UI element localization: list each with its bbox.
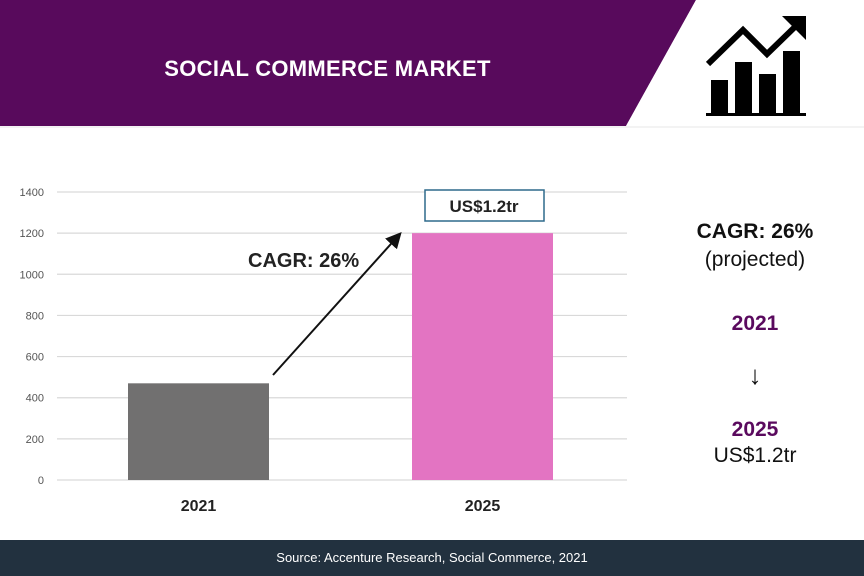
y-tick-label: 400 <box>26 393 44 405</box>
y-tick-label: 600 <box>26 352 44 364</box>
bar-value-box <box>424 189 545 222</box>
y-tick-label: 1000 <box>20 269 44 281</box>
y-tick-label: 800 <box>26 310 44 322</box>
y-tick-label: 200 <box>26 434 44 446</box>
bar-2025 <box>412 233 553 480</box>
side-from-year: 2021 <box>731 312 779 335</box>
side-cagr: CAGR: 26% <box>696 220 814 243</box>
header-banner <box>0 0 864 128</box>
growth-chart-icon <box>705 16 806 116</box>
cagr-arrow <box>272 232 402 376</box>
bar-2021 <box>128 383 269 480</box>
source-footer: Source: Accenture Research, Social Comme… <box>0 540 864 576</box>
y-tick-label: 1400 <box>20 187 44 199</box>
cagr-arrow-label: CAGR: 26% <box>248 250 359 272</box>
side-to-value: US$1.2tr <box>713 444 797 467</box>
bar-value-label: US$1.2tr <box>450 197 519 216</box>
page-title: SOCIAL COMMERCE MARKET <box>164 56 491 81</box>
side-projected: (projected) <box>704 248 806 271</box>
bar-chart: 0 200 400 600 800 1000 1200 1400 2021 2025 CAGR:… <box>20 187 627 515</box>
y-tick-label: 0 <box>38 475 44 487</box>
x-tick-label: 2021 <box>181 498 217 515</box>
x-tick-label: 2025 <box>465 498 501 515</box>
arrow-down-icon: ↓ <box>748 360 762 390</box>
y-tick-label: 1200 <box>20 228 44 240</box>
side-to-year: 2025 <box>731 418 779 441</box>
